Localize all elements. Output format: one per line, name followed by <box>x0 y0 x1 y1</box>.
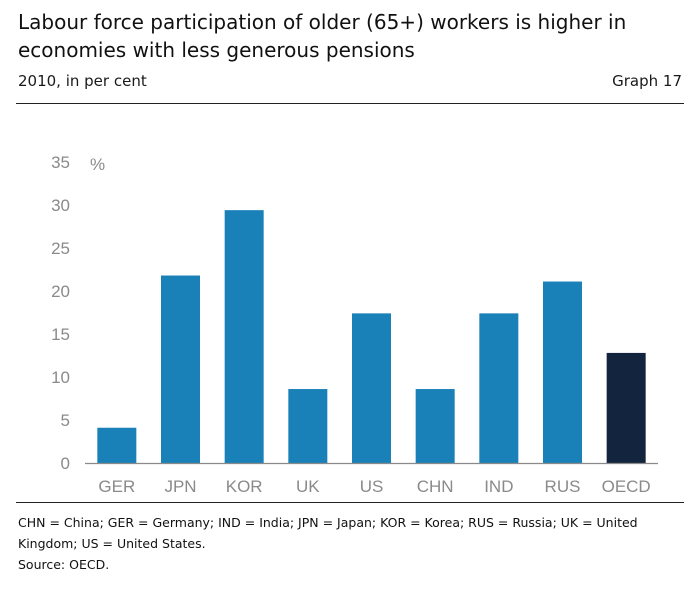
bar-ger <box>97 427 137 463</box>
x-tick-label-uk: UK <box>296 477 320 496</box>
y-tick-label: 5 <box>61 411 70 430</box>
y-tick-label: 10 <box>51 368 70 387</box>
y-tick-label: 30 <box>51 196 70 215</box>
y-tick-label: 15 <box>51 325 70 344</box>
bar-us <box>352 313 391 463</box>
bar-kor <box>224 210 264 463</box>
x-tick-label-ind: IND <box>484 477 513 496</box>
y-tick-label: 25 <box>51 239 70 258</box>
x-tick-label-rus: RUS <box>545 477 581 496</box>
x-tick-label-kor: KOR <box>226 477 263 496</box>
bottom-rule <box>16 502 684 503</box>
top-rule <box>16 103 684 104</box>
chart-title: Labour force participation of older (65+… <box>18 10 627 62</box>
x-tick-label-oecd: OECD <box>602 477 651 496</box>
y-tick-label: 0 <box>61 454 70 473</box>
bar-jpn <box>161 275 200 463</box>
y-axis-ticks: 0 5 10 15 20 25 30 35 <box>51 153 70 473</box>
x-tick-label-chn: CHN <box>417 477 454 496</box>
x-tick-label-us: US <box>360 477 384 496</box>
bar-uk <box>288 389 328 463</box>
bars-group <box>97 210 646 463</box>
bar-rus <box>543 281 582 463</box>
bar-oecd <box>606 352 646 463</box>
graph-number: Graph 17 <box>612 72 682 90</box>
abbreviation-note: CHN = China; GER = Germany; IND = India;… <box>18 515 638 551</box>
y-tick-label: 20 <box>51 282 70 301</box>
subtitle-row: 2010, in per cent Graph 17 <box>18 72 682 90</box>
x-tick-label-jpn: JPN <box>164 477 196 496</box>
y-tick-label: 35 <box>51 153 70 172</box>
source-note: Source: OECD. <box>18 557 110 572</box>
bar-ind <box>479 313 519 463</box>
x-tick-label-ger: GER <box>98 477 135 496</box>
chart-subtitle: 2010, in per cent <box>18 72 147 90</box>
bar-chn <box>415 389 455 463</box>
y-unit-label: % <box>90 155 105 174</box>
footnotes: CHN = China; GER = Germany; IND = India;… <box>18 512 688 575</box>
x-axis-labels: GER JPN KOR UK US CHN IND RUS OECD <box>98 477 650 496</box>
